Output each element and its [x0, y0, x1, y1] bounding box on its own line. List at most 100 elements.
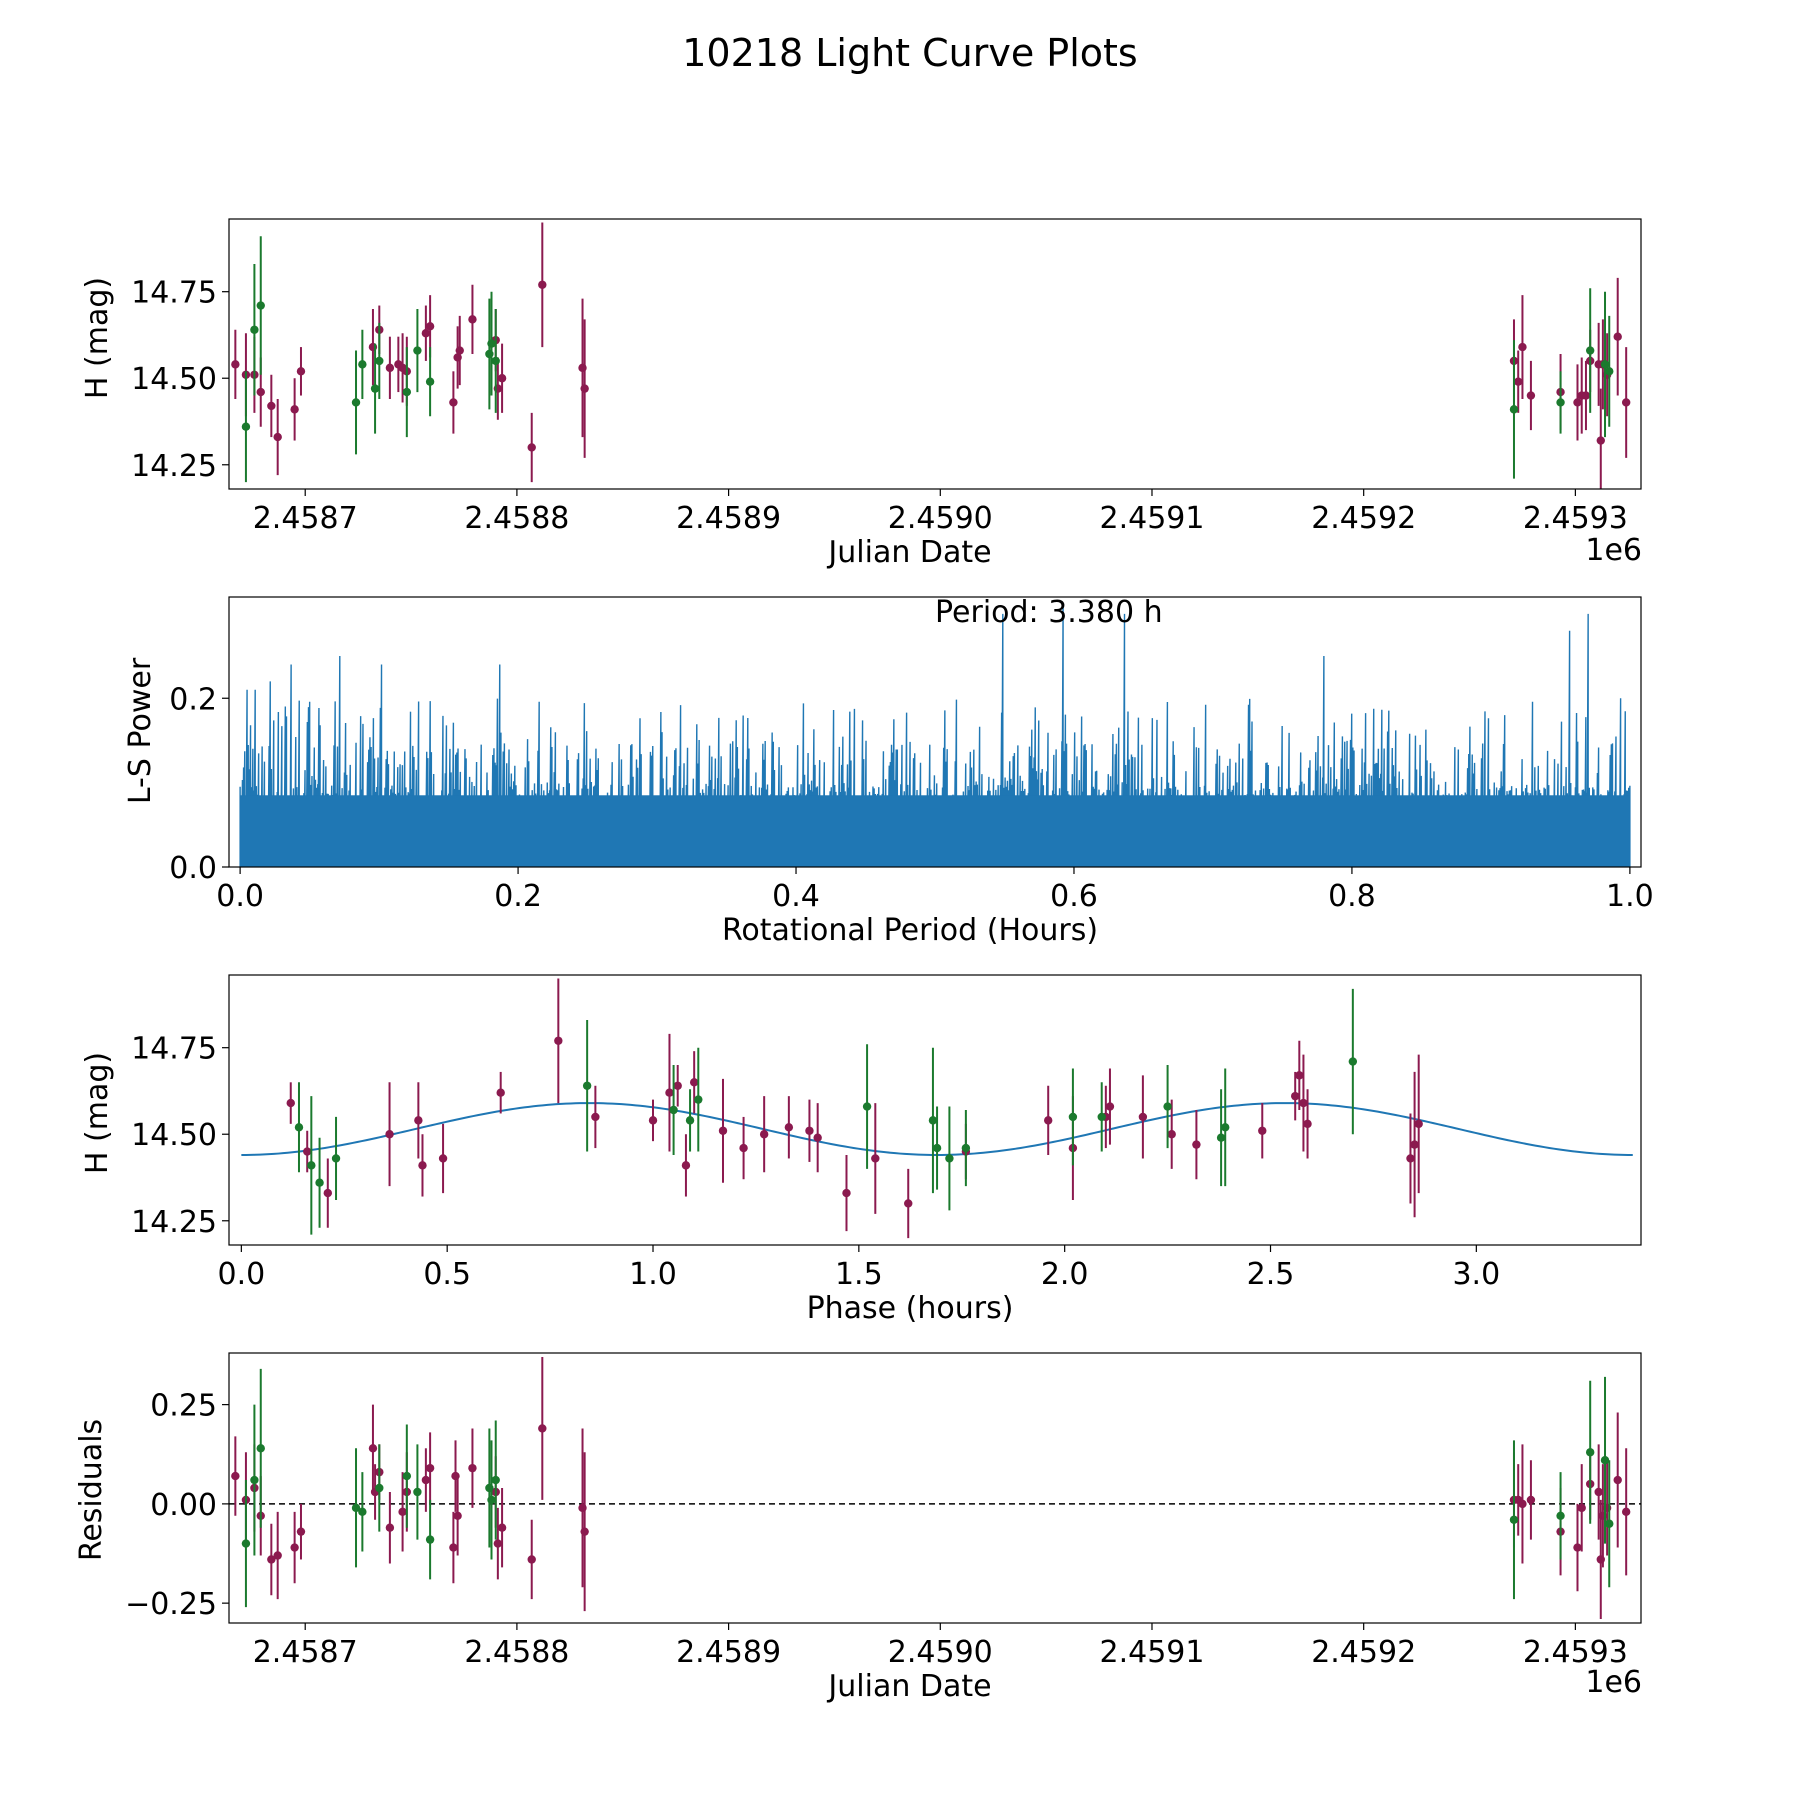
lc-data-layer: [231, 222, 1631, 489]
light-curve-panel: Julian Date H (mag) 1e6 2.4587 2.4588 2.45…: [80, 218, 1642, 570]
ls-x-tick-label: 1.0: [1606, 879, 1654, 914]
res-point-red: [385, 1523, 395, 1532]
figure-title: 10218 Light Curve Plots: [682, 31, 1137, 75]
lc-point-green: [402, 387, 412, 397]
phase-point-red: [673, 1081, 682, 1090]
phase-point-red: [1258, 1126, 1267, 1135]
phase-point-green: [1348, 1057, 1358, 1066]
res-y-tick-label: 0.25: [150, 1389, 217, 1424]
res-point-green: [491, 1475, 500, 1485]
res-point-green: [1600, 1456, 1610, 1465]
lc-point-red: [1573, 398, 1582, 407]
res-point-red: [1594, 1487, 1603, 1497]
lc-point-red: [267, 401, 276, 411]
phase-point-green: [315, 1178, 324, 1187]
ls-power-band: [240, 795, 1630, 867]
lc-point-red: [455, 346, 464, 355]
res-point-green: [487, 1495, 496, 1505]
lc-point-green: [241, 422, 251, 431]
lc-point-red: [580, 384, 589, 393]
phase-point-red: [759, 1130, 769, 1139]
lc-x-tick-label: 2.4590: [888, 501, 993, 536]
lc-x-tick-label: 2.4592: [1311, 501, 1416, 536]
lc-point-red: [385, 363, 395, 373]
res-x-tick-label: 2.4587: [253, 1635, 358, 1670]
ls-x-tick-label: 0.4: [772, 879, 820, 914]
res-point-red: [493, 1539, 503, 1548]
res-point-red: [290, 1543, 299, 1552]
ls-y-tick-label: 0.0: [169, 851, 217, 886]
res-point-green: [1509, 1515, 1519, 1524]
phase-point-red: [1295, 1071, 1304, 1080]
lc-point-green: [375, 356, 384, 366]
res-point-green: [375, 1483, 384, 1493]
lc-point-red: [425, 322, 435, 331]
res-point-red: [497, 1523, 507, 1532]
phase-point-green: [1216, 1133, 1226, 1142]
phase-point-green: [1097, 1112, 1106, 1122]
ls-y-tick-label: 0.2: [169, 682, 217, 717]
phase-point-red: [1044, 1116, 1053, 1125]
periodogram-panel: Rotational Period (Hours) L-S Power 0.0 0…: [123, 595, 1654, 948]
res-data-layer: [231, 1356, 1631, 1620]
res-point-red: [368, 1444, 378, 1453]
res-point-green: [351, 1503, 361, 1513]
phase-point-green: [862, 1102, 872, 1111]
lc-point-red: [256, 387, 265, 397]
phase-point-red: [739, 1143, 748, 1153]
lc-x-label: Julian Date: [826, 535, 991, 570]
ls-axes-frame: [228, 596, 1642, 868]
phase-point-green: [307, 1161, 316, 1170]
lc-point-red: [296, 367, 306, 376]
res-point-red: [296, 1527, 306, 1536]
res-point-red: [1613, 1475, 1622, 1485]
phase-axes-frame: [228, 974, 1642, 1246]
phase-point-red: [1410, 1140, 1419, 1149]
phase-x-tick-label: 1.5: [835, 1257, 883, 1292]
lc-point-red: [1514, 377, 1523, 386]
ls-period-annotation: Period: 3.380 h: [935, 595, 1163, 630]
phase-point-green: [582, 1081, 592, 1090]
lc-point-red: [421, 329, 431, 338]
lc-point-red: [1596, 436, 1605, 445]
res-x-tick-label: 2.4590: [888, 1635, 993, 1670]
res-point-red: [1621, 1507, 1631, 1517]
lc-point-green: [491, 356, 500, 366]
res-x-tick-label: 2.4593: [1523, 1635, 1628, 1670]
lc-point-red: [1526, 391, 1536, 400]
res-point-red: [398, 1507, 407, 1517]
phase-point-green: [694, 1095, 703, 1104]
phase-point-red: [1105, 1102, 1115, 1111]
phase-point-red: [784, 1123, 794, 1132]
phase-point-red: [805, 1126, 814, 1135]
lc-point-red: [231, 360, 240, 369]
ls-y-label: L-S Power: [123, 657, 158, 804]
lc-point-green: [250, 325, 259, 334]
phase-point-green: [932, 1143, 942, 1153]
phase-point-red: [1291, 1091, 1300, 1101]
lc-point-red: [538, 280, 547, 289]
phase-point-green: [669, 1105, 678, 1115]
lc-axes-frame: [228, 218, 1642, 490]
res-point-red: [425, 1463, 435, 1473]
res-point-green: [241, 1539, 251, 1548]
phase-point-red: [904, 1199, 913, 1208]
phase-point-green: [294, 1123, 304, 1132]
phase-y-tick-label: 14.25: [131, 1205, 217, 1240]
lc-point-green: [1509, 405, 1519, 414]
res-y-tick-label: 0.00: [150, 1488, 217, 1523]
phase-point-red: [414, 1116, 423, 1125]
phase-point-red: [385, 1130, 394, 1139]
lc-point-green: [1600, 360, 1610, 369]
lc-point-red: [527, 443, 536, 452]
phase-panel: Phase (hours) H (mag) 0.0 0.5 1.0 1.5 2.0 2.5…: [80, 974, 1642, 1326]
phase-point-red: [496, 1088, 505, 1097]
res-point-green: [402, 1471, 412, 1481]
lc-point-green: [425, 377, 435, 386]
res-axes-frame: [228, 1352, 1642, 1624]
res-point-red: [1577, 1503, 1586, 1513]
lc-point-green: [351, 398, 361, 407]
lc-point-red: [468, 315, 477, 324]
ls-x-label: Rotational Period (Hours): [722, 913, 1098, 948]
